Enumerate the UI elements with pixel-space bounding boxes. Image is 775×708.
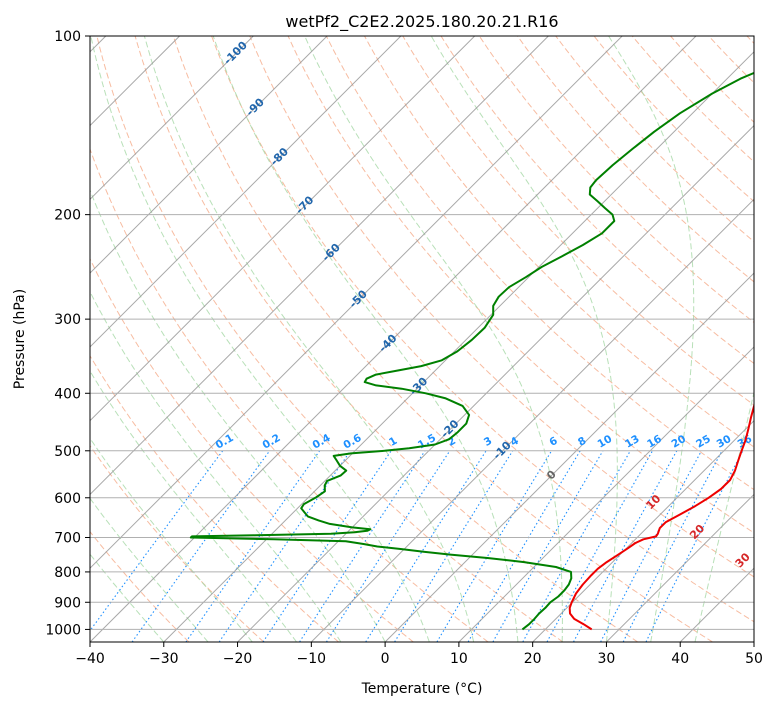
isotherm-line bbox=[384, 272, 754, 642]
moist-adiabat-line bbox=[304, 36, 563, 642]
moist-adiabat-line bbox=[90, 188, 386, 642]
isotherm-line bbox=[532, 419, 754, 642]
x-tick-label: 40 bbox=[671, 651, 689, 667]
mixing-ratio-line bbox=[600, 450, 702, 642]
mixing-ratio-line bbox=[218, 450, 351, 642]
mixing-ratio-line bbox=[436, 450, 553, 642]
mixing-ratio-line bbox=[90, 450, 224, 632]
y-tick-label: 800 bbox=[54, 565, 81, 581]
moist-adiabat-line bbox=[90, 553, 165, 642]
isotherm-line bbox=[310, 198, 754, 642]
x-tick-label: 50 bbox=[745, 651, 763, 667]
x-tick-label: 0 bbox=[381, 651, 390, 667]
y-tick-label: 200 bbox=[54, 208, 81, 224]
moist-adiabat-line bbox=[90, 370, 297, 642]
mixing-ratio-line bbox=[522, 450, 631, 642]
y-tick-label: 1000 bbox=[45, 622, 81, 638]
moist-adiabat-line bbox=[143, 36, 475, 642]
y-tick-label: 100 bbox=[54, 29, 81, 45]
dry-adiabat-line bbox=[90, 444, 265, 642]
isotherm-line bbox=[90, 36, 549, 496]
y-tick-label: 400 bbox=[54, 386, 81, 402]
chart-title: wetPf2_C2E2.2025.180.20.21.R16 bbox=[285, 12, 558, 32]
isotherm-line bbox=[90, 36, 402, 348]
moist-adiabat-line bbox=[90, 497, 209, 642]
isotherm-line bbox=[458, 346, 754, 642]
dry-adiabat-line bbox=[211, 36, 754, 623]
x-tick-label: 20 bbox=[524, 651, 542, 667]
mixing-ratio-line bbox=[573, 450, 678, 642]
dry-adiabat-line bbox=[517, 36, 754, 283]
moist-adiabat-line bbox=[90, 36, 430, 642]
plot-frame bbox=[89, 35, 755, 643]
isotherm-line bbox=[90, 36, 697, 642]
dry-adiabat-line bbox=[249, 36, 754, 578]
mixing-ratio-line bbox=[131, 450, 271, 642]
dry-adiabat-line bbox=[90, 147, 489, 642]
axes: −40 −30 −20 −10 0 10 20 30 40 50 100 200 300 400 500 60… bbox=[45, 29, 763, 667]
moist-adiabat-line bbox=[608, 36, 695, 642]
dewpoint-profile-line bbox=[189, 71, 754, 631]
dry-adiabat-line bbox=[90, 530, 190, 642]
mixing-ratio-line bbox=[365, 450, 487, 642]
y-axis-label: Pressure (hPa) bbox=[12, 289, 28, 389]
x-tick-label: −40 bbox=[75, 651, 105, 667]
background-lines bbox=[90, 36, 754, 642]
dry-adiabat-line bbox=[134, 36, 639, 642]
mixing-ratio-line bbox=[546, 450, 653, 642]
x-tick-label: −10 bbox=[297, 651, 327, 667]
dry-adiabat-line bbox=[90, 354, 339, 642]
y-tick-label: 500 bbox=[54, 444, 81, 460]
x-tick-label: 10 bbox=[450, 651, 468, 667]
pressure-gridlines bbox=[90, 36, 754, 630]
moist-adiabat-line bbox=[212, 36, 519, 642]
y-tick-label: 300 bbox=[54, 312, 81, 328]
temperature-profile-line bbox=[568, 402, 754, 631]
isotherm-line bbox=[90, 36, 623, 569]
profiles bbox=[189, 71, 754, 631]
y-tick-label: 900 bbox=[54, 595, 81, 611]
isotherm-line bbox=[90, 36, 328, 274]
mixing-ratio-line bbox=[325, 450, 451, 642]
x-axis-label: Temperature (°C) bbox=[361, 681, 483, 697]
dry-adiabat-line bbox=[440, 36, 754, 365]
y-tick-label: 600 bbox=[54, 491, 81, 507]
moist-adiabat-line bbox=[430, 36, 618, 642]
mixing-ratio-line bbox=[262, 450, 392, 642]
x-tick-label: 30 bbox=[598, 651, 616, 667]
isotherm-line bbox=[606, 493, 754, 642]
isotherm-line bbox=[163, 51, 754, 642]
mixing-ratio-line bbox=[299, 450, 426, 642]
y-tick-label: 700 bbox=[54, 531, 81, 547]
x-tick-label: −20 bbox=[223, 651, 253, 667]
dry-adiabat-line bbox=[96, 36, 564, 642]
mixing-ratio-line bbox=[185, 450, 321, 642]
moist-adiabat-line bbox=[90, 437, 253, 642]
dry-adiabat-line bbox=[364, 36, 754, 448]
isotherm-line bbox=[90, 36, 476, 422]
mixing-ratio-line bbox=[645, 450, 744, 642]
isotherm-line bbox=[90, 36, 254, 201]
x-tick-label: −30 bbox=[149, 651, 179, 667]
dry-adiabat-line bbox=[402, 36, 754, 406]
